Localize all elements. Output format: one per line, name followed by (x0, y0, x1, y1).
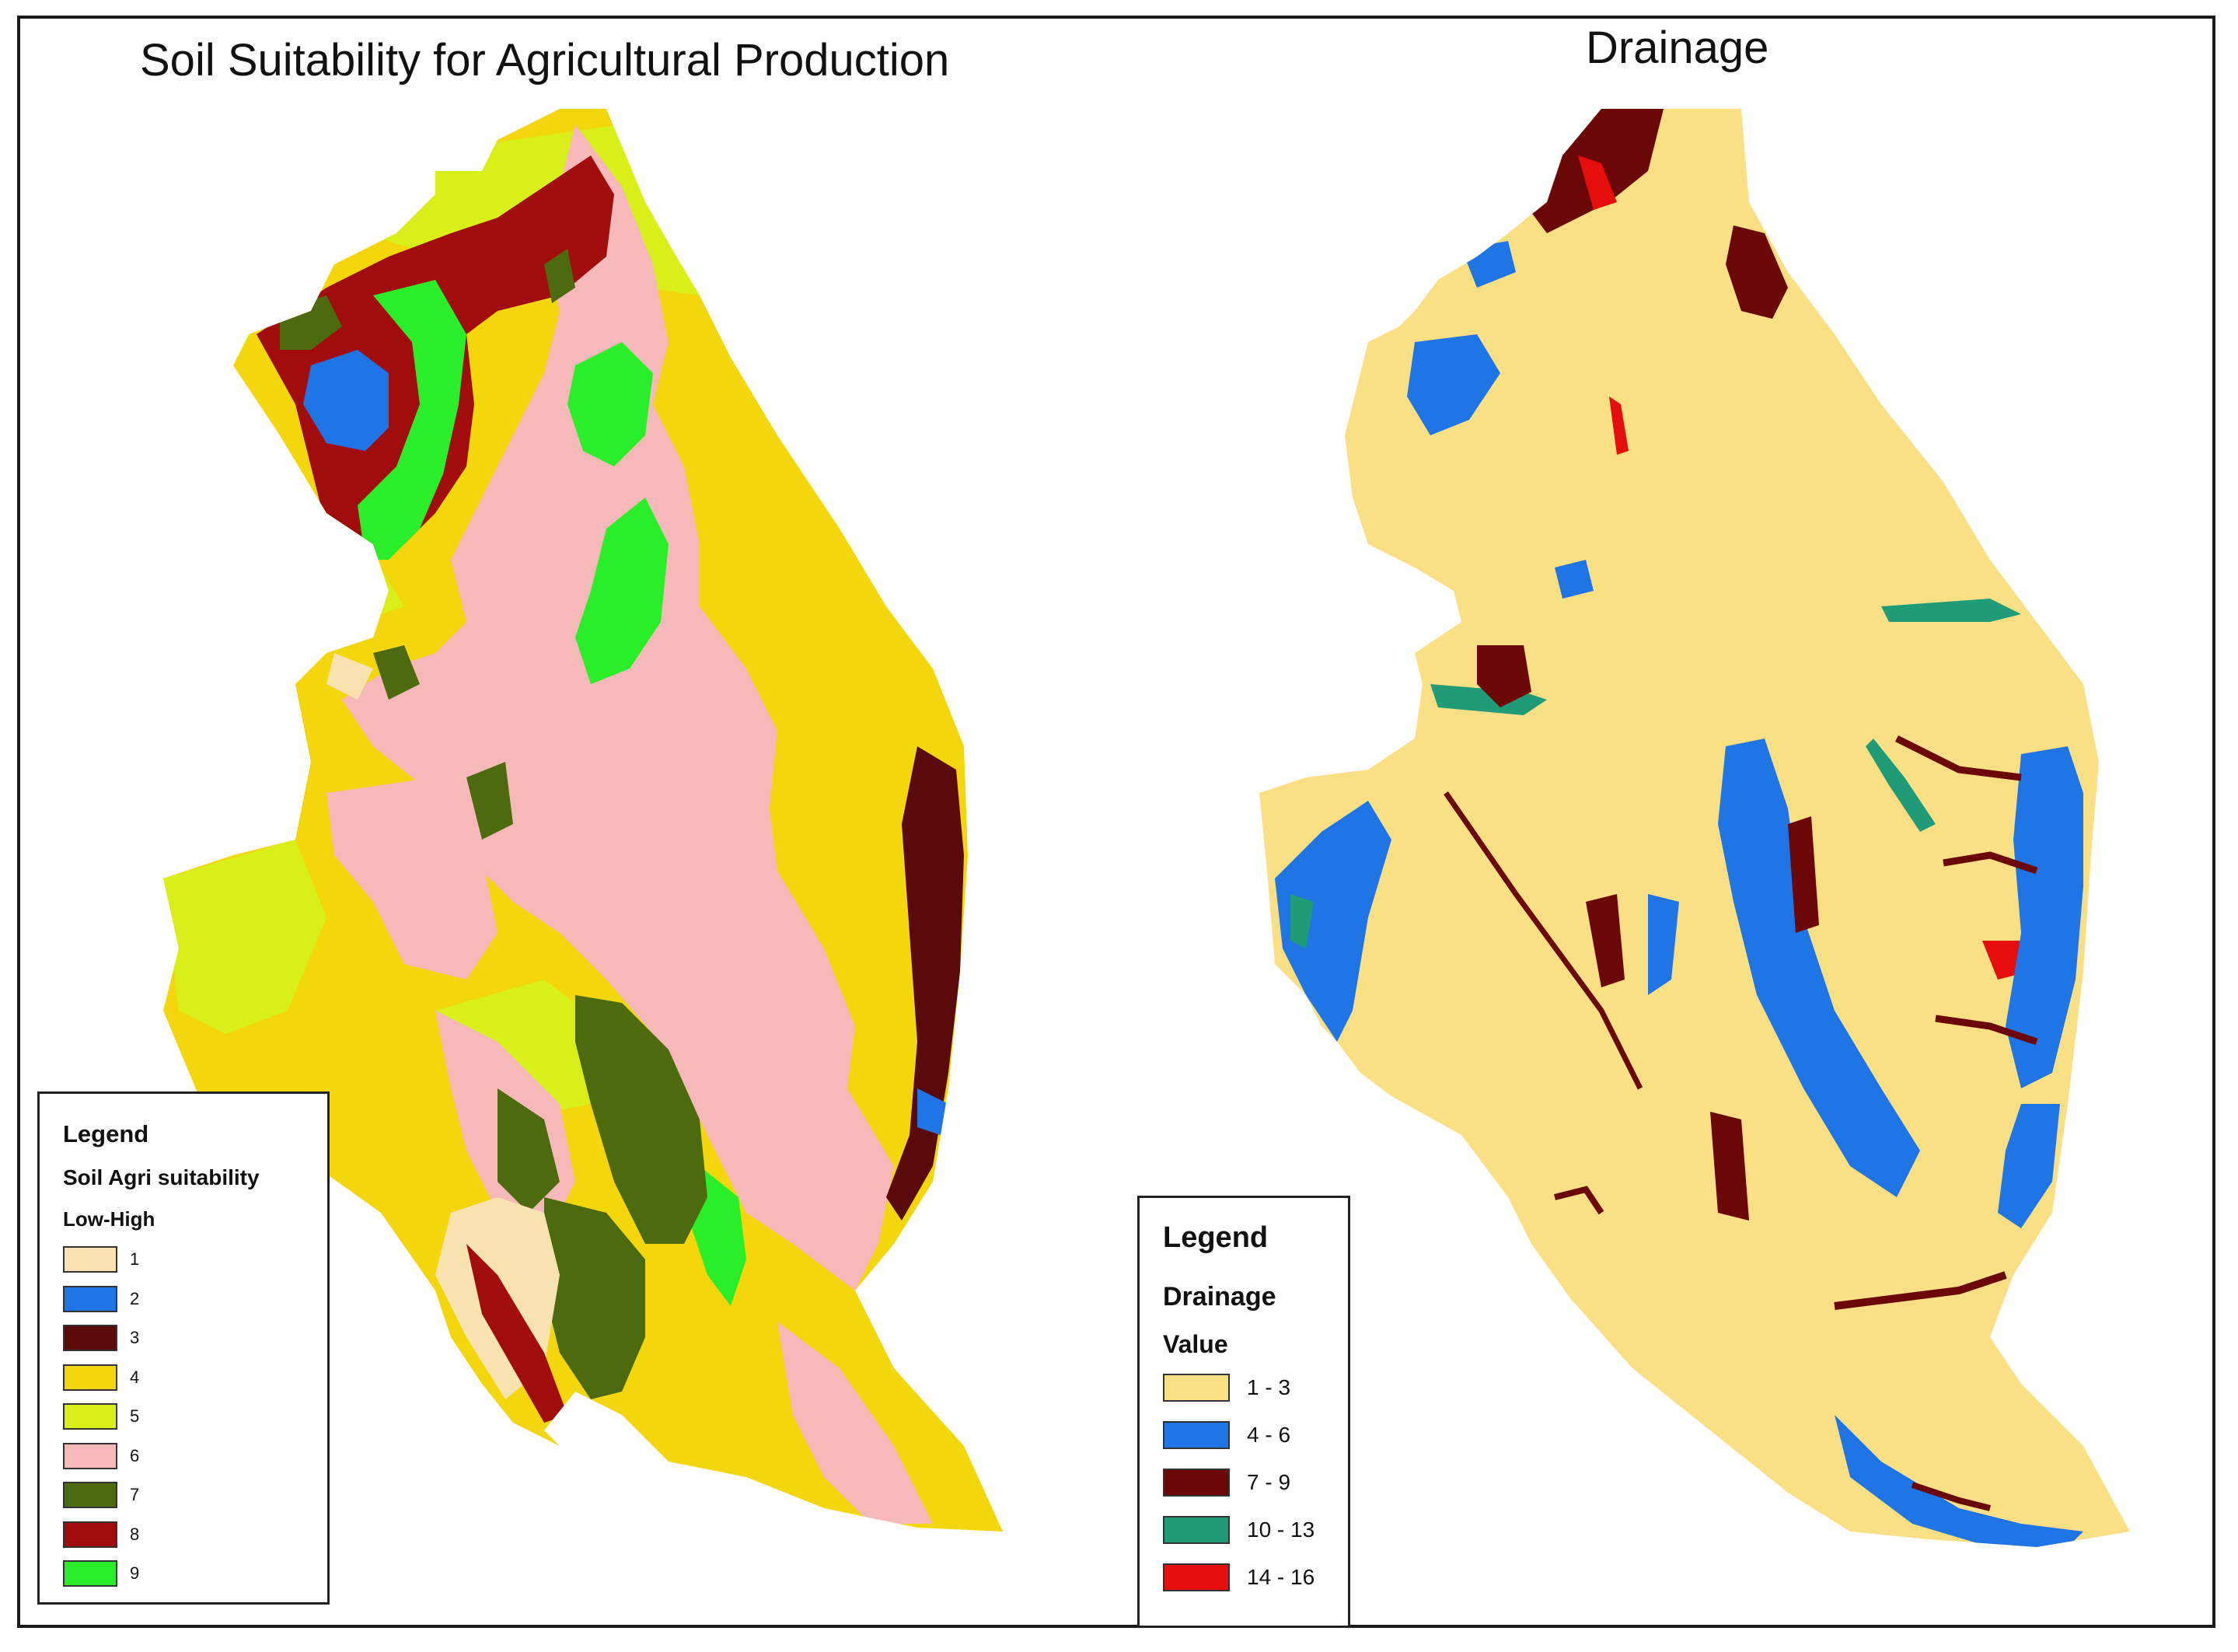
drainage-legend-item: 1 - 3 (1163, 1374, 1290, 1402)
soil-legend-item: 5 (63, 1403, 139, 1430)
soil-legend-label: 8 (130, 1524, 140, 1544)
drainage-legend-item: 14 - 16 (1163, 1563, 1315, 1591)
drainage-legend-swatch (1163, 1516, 1230, 1544)
soil-legend-label: 9 (130, 1563, 140, 1583)
soil-legend-heading: Legend (63, 1120, 149, 1147)
soil-legend-layer: Soil Agri suitability (63, 1165, 260, 1189)
soil-legend-scale: Low-High (63, 1207, 155, 1231)
drainage-legend: Legend Drainage Value 1 - 3 4 - 6 7 - 9 10 … (1137, 1196, 1350, 1628)
soil-legend-swatch (63, 1403, 117, 1430)
drainage-legend-swatch (1163, 1469, 1230, 1497)
drainage-legend-item: 7 - 9 (1163, 1469, 1290, 1497)
soil-legend-item: 4 (63, 1364, 139, 1391)
drainage-legend-swatch (1163, 1563, 1230, 1591)
drainage-legend-heading: Legend (1163, 1221, 1269, 1254)
soil-legend-item: 1 (63, 1246, 139, 1273)
drainage-legend-swatch (1163, 1374, 1230, 1402)
soil-legend-swatch (63, 1246, 117, 1273)
soil-legend-label: 2 (130, 1288, 140, 1308)
soil-legend-label: 5 (130, 1406, 140, 1426)
soil-legend-swatch (63, 1560, 117, 1587)
drainage-legend-layer: Drainage (1163, 1282, 1276, 1311)
soil-legend-label: 1 (130, 1249, 140, 1269)
drainage-legend-label: 14 - 16 (1247, 1565, 1315, 1589)
soil-legend-swatch (63, 1325, 117, 1351)
soil-legend-swatch (63, 1285, 117, 1312)
soil-legend: Legend Soil Agri suitability Low-High 1 2… (37, 1091, 330, 1605)
soil-legend-item: 2 (63, 1285, 140, 1312)
drainage-title: Drainage (1586, 23, 1769, 73)
soil-legend-item: 3 (63, 1325, 139, 1351)
soil-legend-label: 6 (130, 1445, 140, 1465)
soil-suitability-title: Soil Suitability for Agricultural Produc… (140, 35, 950, 86)
soil-legend-item: 8 (63, 1521, 139, 1548)
drainage-legend-swatch (1163, 1421, 1230, 1449)
soil-legend-swatch (63, 1364, 117, 1391)
soil-legend-swatch (63, 1442, 117, 1469)
soil-legend-label: 7 (130, 1485, 140, 1504)
drainage-zones (1259, 109, 2130, 1547)
soil-legend-item: 6 (63, 1442, 140, 1469)
drainage-legend-label: 10 - 13 (1247, 1518, 1315, 1542)
drainage-legend-field: Value (1163, 1330, 1228, 1358)
drainage-legend-item: 4 - 6 (1163, 1421, 1290, 1449)
drainage-legend-label: 7 - 9 (1247, 1470, 1291, 1494)
soil-legend-item: 7 (63, 1482, 139, 1508)
soil-legend-swatch (63, 1482, 117, 1508)
soil-legend-label: 3 (130, 1328, 140, 1347)
soil-legend-label: 4 (130, 1367, 140, 1387)
drainage-legend-label: 1 - 3 (1247, 1375, 1291, 1399)
soil-legend-swatch (63, 1521, 117, 1548)
drainage-legend-item: 10 - 13 (1163, 1516, 1315, 1544)
soil-legend-item: 9 (63, 1560, 139, 1587)
drainage-legend-label: 4 - 6 (1247, 1423, 1291, 1447)
